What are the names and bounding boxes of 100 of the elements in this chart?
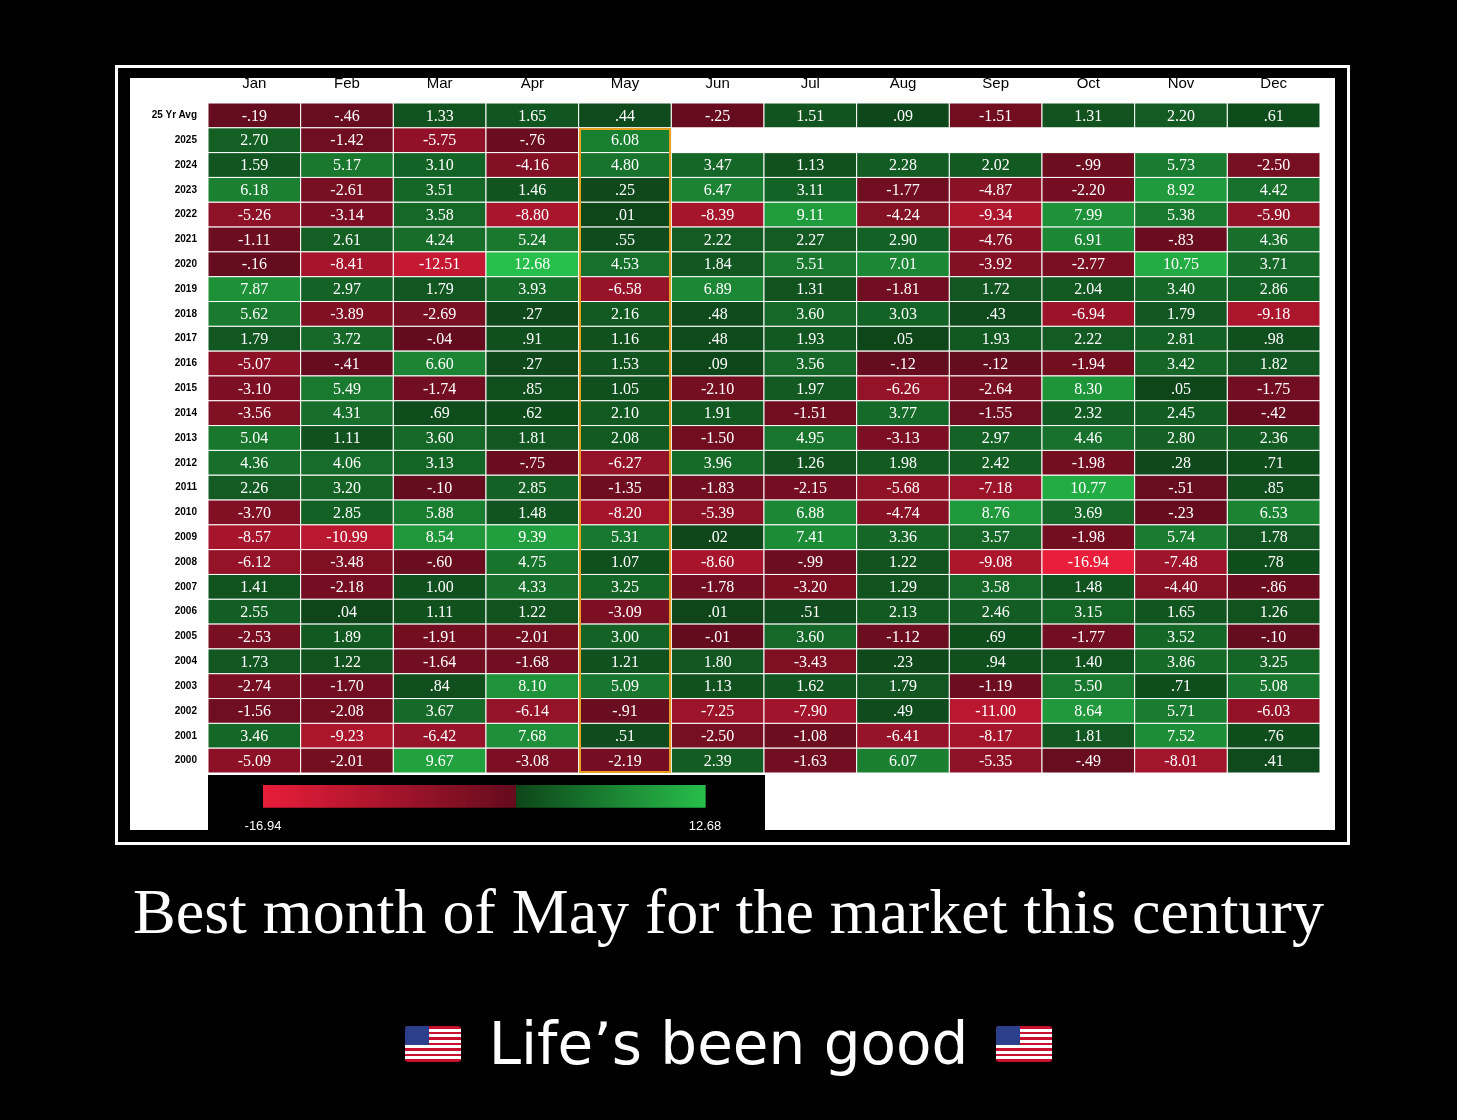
- y-tick-label: 2011: [175, 481, 198, 493]
- data-label: -2.69: [423, 305, 457, 323]
- data-label: 2.86: [1259, 280, 1288, 298]
- data-label: 2.22: [1074, 329, 1103, 347]
- x-tick-label: Mar: [426, 74, 453, 92]
- y-tick-label: 2020: [174, 258, 198, 270]
- y-tick-label: 2021: [174, 233, 198, 245]
- data-label: -7.48: [1164, 553, 1198, 571]
- data-label: -8.01: [1164, 751, 1198, 769]
- data-label: -2.01: [330, 751, 364, 769]
- data-label: 2.61: [333, 230, 361, 248]
- data-label: .76: [1263, 726, 1284, 744]
- data-label: .48: [707, 305, 728, 323]
- data-label: 6.60: [425, 354, 454, 372]
- data-label: -.42: [1261, 404, 1287, 422]
- data-label: 5.09: [611, 677, 639, 695]
- data-label: -3.08: [515, 751, 549, 769]
- data-label: .91: [522, 329, 543, 347]
- data-label: -8.17: [979, 726, 1013, 744]
- y-tick-label: 2000: [174, 754, 198, 766]
- data-label: 8.30: [1074, 379, 1103, 397]
- data-label: -3.70: [237, 503, 271, 521]
- data-label: 1.80: [703, 652, 732, 670]
- data-label: 1.53: [611, 354, 639, 372]
- data-label: 5.88: [425, 503, 454, 521]
- data-label: 3.72: [333, 329, 361, 347]
- data-label: -1.70: [330, 677, 364, 695]
- data-label: -.23: [1168, 503, 1194, 521]
- data-label: 3.51: [425, 181, 454, 199]
- data-label: 1.82: [1259, 354, 1288, 372]
- data-label: 1.89: [333, 627, 361, 645]
- data-label: 2.39: [703, 751, 732, 769]
- data-label: 5.71: [1167, 702, 1195, 720]
- data-label: 3.36: [889, 528, 917, 546]
- data-label: -7.90: [793, 702, 827, 720]
- data-label: -6.94: [1071, 305, 1105, 323]
- data-label: -.91: [612, 702, 638, 720]
- x-tick-label: Nov: [1167, 74, 1195, 92]
- x-tick-label: Oct: [1076, 74, 1101, 92]
- data-label: -2.50: [1257, 156, 1291, 174]
- data-label: 4.24: [425, 230, 454, 248]
- data-label: .69: [985, 627, 1006, 645]
- x-tick-label: Jan: [242, 74, 267, 92]
- data-label: -1.63: [793, 751, 827, 769]
- data-label: 3.10: [425, 156, 454, 174]
- data-label: 2.90: [889, 230, 917, 248]
- data-label: 1.13: [703, 677, 732, 695]
- y-tick-label: 2002: [174, 704, 198, 716]
- data-label: -.25: [705, 106, 731, 124]
- data-label: 3.42: [1167, 354, 1195, 372]
- color-bar-label: -16.94: [244, 817, 282, 833]
- data-label: 2.16: [611, 305, 639, 323]
- data-label: 3.60: [796, 305, 825, 323]
- data-label: 6.53: [1259, 503, 1288, 521]
- data-label: 4.95: [796, 429, 825, 447]
- data-label: -4.87: [979, 181, 1013, 199]
- data-label: 3.40: [1167, 280, 1195, 298]
- data-label: 3.15: [1074, 602, 1103, 620]
- data-label: -1.68: [515, 652, 549, 670]
- data-label: 6.18: [240, 181, 269, 199]
- data-label: .27: [522, 305, 543, 323]
- data-label: 8.76: [981, 503, 1010, 521]
- data-label: -.51: [1168, 478, 1194, 496]
- data-label: 1.07: [611, 553, 639, 571]
- data-label: 1.13: [796, 156, 825, 174]
- data-label: -1.56: [237, 702, 271, 720]
- data-label: 3.52: [1167, 627, 1195, 645]
- data-label: .23: [893, 652, 913, 670]
- data-label: 2.20: [1167, 106, 1195, 124]
- data-label: -9.23: [330, 726, 364, 744]
- data-label: .09: [707, 354, 728, 372]
- data-label: -1.08: [793, 726, 827, 744]
- data-label: -3.20: [793, 578, 827, 596]
- data-label: 5.38: [1167, 205, 1195, 223]
- data-label: -.12: [890, 354, 916, 372]
- data-label: 1.21: [611, 652, 639, 670]
- data-label: -.99: [797, 553, 823, 571]
- data-label: -8.60: [701, 553, 735, 571]
- data-label: -2.74: [237, 677, 271, 695]
- data-label: .01: [707, 602, 728, 620]
- data-label: 2.27: [796, 230, 825, 248]
- data-label: 1.11: [425, 602, 454, 620]
- y-tick-label: 2010: [174, 506, 198, 518]
- data-label: -.83: [1168, 230, 1194, 248]
- data-label: .51: [800, 602, 821, 620]
- data-label: -2.64: [979, 379, 1013, 397]
- data-label: .84: [429, 677, 450, 695]
- data-label: -1.11: [237, 230, 271, 248]
- data-label: -5.26: [237, 205, 271, 223]
- y-tick-label: 2006: [174, 605, 198, 617]
- data-label: 5.49: [333, 379, 361, 397]
- data-label: 2.26: [240, 478, 269, 496]
- x-tick-label: Jun: [705, 74, 730, 92]
- data-label: -6.42: [423, 726, 457, 744]
- data-label: 4.80: [611, 156, 639, 174]
- data-label: -4.74: [886, 503, 920, 521]
- data-label: 4.36: [240, 454, 269, 472]
- data-label: -8.39: [701, 205, 735, 223]
- x-tick-label: Feb: [334, 74, 360, 92]
- data-label: .05: [893, 329, 913, 347]
